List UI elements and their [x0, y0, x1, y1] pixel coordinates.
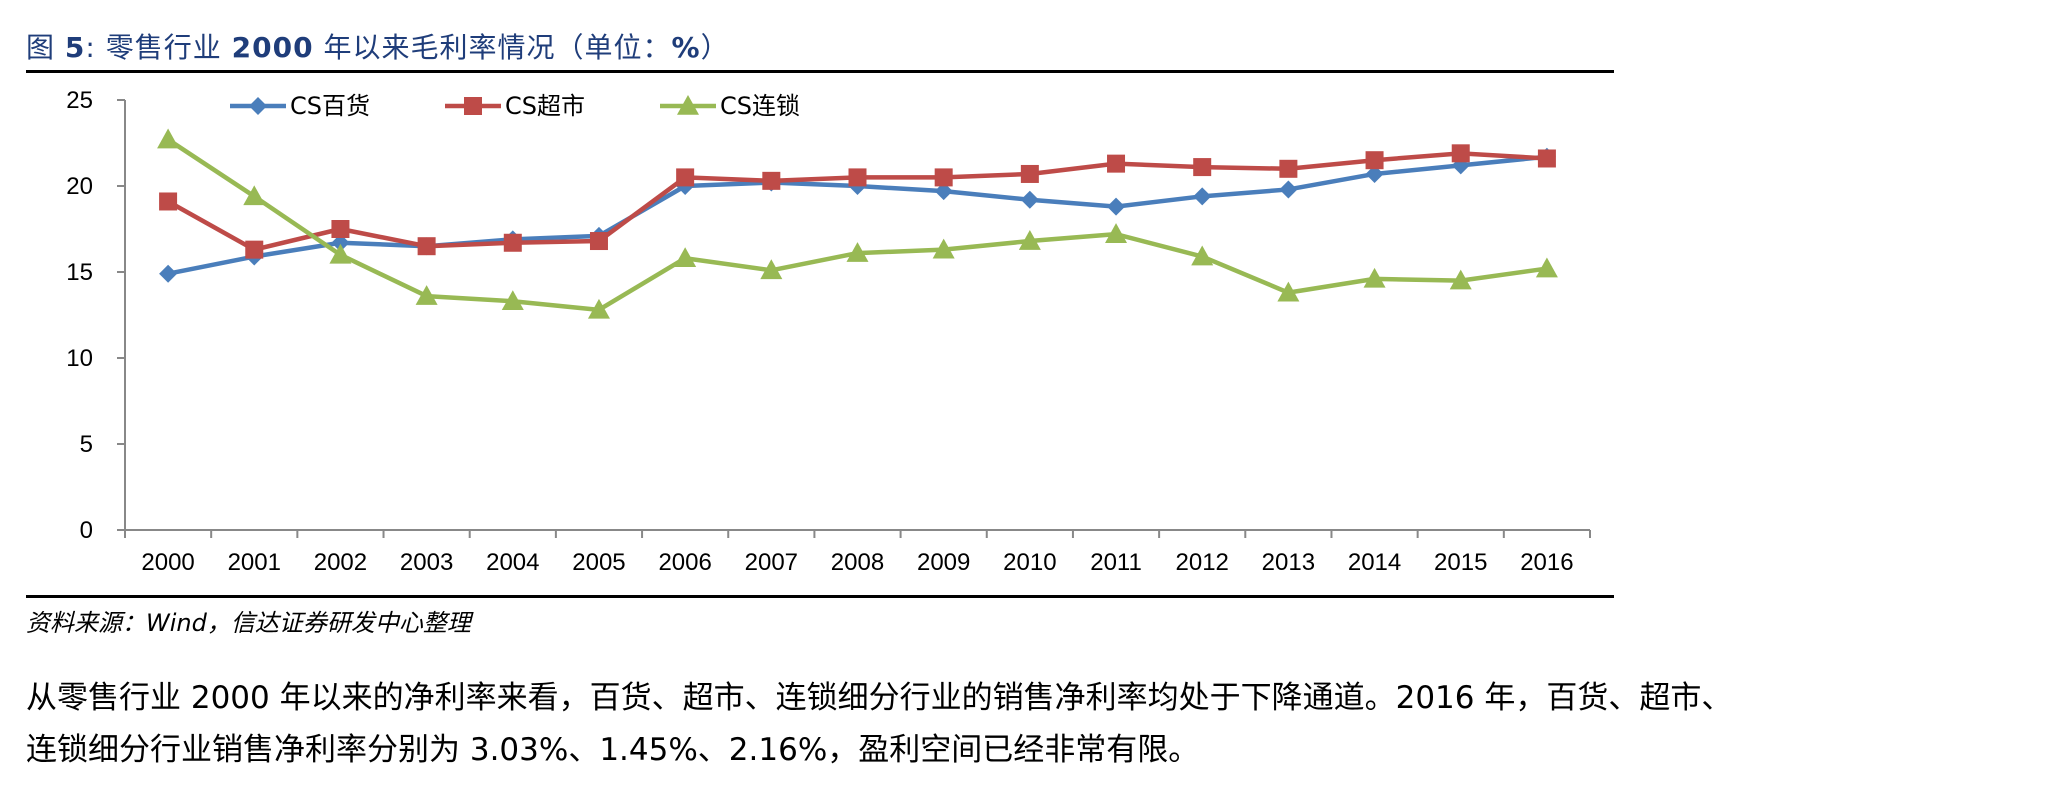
source-note: 资料来源：Wind，信达证券研发中心整理 [26, 609, 471, 637]
data-point [1020, 190, 1039, 209]
series-1 [159, 147, 1556, 283]
data-point [1193, 187, 1212, 206]
data-point [934, 182, 953, 201]
data-point [157, 128, 180, 149]
data-point [934, 168, 953, 187]
series-2 [159, 144, 1556, 259]
x-tick-label: 2013 [1262, 549, 1315, 576]
data-point [1279, 159, 1298, 178]
x-tick-label: 2015 [1434, 549, 1487, 576]
data-point [415, 285, 438, 305]
title-rule [26, 70, 1614, 73]
data-point [159, 264, 178, 283]
data-point [587, 298, 610, 319]
body-paragraph-line-1: 从零售行业 2000 年以来的净利率来看，百货、超市、连锁细分行业的销售净利率均… [26, 680, 1733, 716]
x-tick-label: 2012 [1176, 549, 1229, 576]
data-point [1191, 245, 1214, 266]
data-point [589, 232, 608, 251]
data-point [1020, 164, 1039, 183]
data-point [329, 243, 352, 264]
data-point [762, 171, 781, 190]
figure-title-suffix: ） [700, 31, 730, 64]
data-point [245, 240, 264, 259]
figure-title: 图 5: 零售行业 2000 年以来毛利率情况（单位：%） [26, 31, 730, 64]
legend-marker [249, 97, 267, 115]
data-point [676, 168, 695, 187]
x-tick-label: 2016 [1520, 549, 1573, 576]
series-line [166, 151, 1548, 252]
series-3 [157, 128, 1558, 319]
x-tick-label: 2008 [831, 549, 884, 576]
legend-label: CS连锁 [720, 92, 800, 120]
chart-legend: CS百货 CS超市 CS连锁 [230, 92, 800, 120]
data-point [331, 220, 350, 238]
body-paragraph-line-2: 连锁细分行业销售净利率分别为 3.03%、1.45%、2.16%，盈利空间已经非… [26, 732, 1200, 768]
y-tick-label: 0 [80, 517, 93, 544]
y-tick-label: 25 [66, 87, 93, 114]
legend-marker [464, 97, 482, 115]
data-point [932, 238, 955, 259]
data-point [674, 247, 697, 268]
figure-number: 5 [64, 31, 86, 64]
chart-tick-labels: 0 5 10 15 20 25 2000 2001 2002 2003 2004 2005 2006 20… [66, 87, 1573, 576]
figure-title-text-b: 年以来毛利率情况（单位： [323, 31, 672, 64]
data-point [503, 233, 522, 252]
figure-title-text-a: 零售行业 [105, 31, 222, 64]
legend-item-1: CS百货 [230, 92, 370, 120]
data-point [1193, 158, 1212, 177]
data-point [1277, 281, 1300, 302]
legend-item-3: CS连锁 [660, 92, 800, 120]
data-point [1107, 197, 1126, 216]
x-tick-label: 2001 [228, 549, 281, 576]
x-tick-label: 2007 [745, 549, 798, 576]
chart-series [157, 128, 1558, 319]
data-point [1365, 164, 1384, 183]
line-chart: 0 5 10 15 20 25 2000 2001 2002 2003 2004 2005 2006 20… [66, 87, 1591, 576]
x-tick-label: 2004 [486, 549, 539, 576]
data-point [331, 233, 350, 252]
x-tick-label: 2000 [141, 549, 194, 576]
y-tick-label: 15 [66, 259, 93, 286]
data-point [1363, 267, 1386, 288]
x-tick-label: 2003 [400, 549, 453, 576]
x-tick-label: 2005 [572, 549, 625, 576]
body-paragraph: 从零售行业 2000 年以来的净利率来看，百货、超市、连锁细分行业的销售净利率均… [26, 672, 2056, 776]
data-point [501, 290, 524, 311]
data-point [1365, 151, 1384, 170]
chart-axes [117, 99, 1591, 538]
data-point [417, 237, 436, 256]
source-rule [26, 595, 1614, 598]
legend-item-2: CS超市 [445, 92, 585, 120]
legend-marker [677, 95, 699, 115]
data-point [1105, 223, 1128, 243]
y-tick-label: 20 [66, 173, 93, 200]
data-point [1107, 154, 1126, 173]
data-point [1449, 269, 1472, 290]
data-point [848, 168, 867, 187]
data-point [1451, 144, 1470, 163]
x-tick-label: 2010 [1003, 549, 1056, 576]
x-tick-label: 2002 [314, 549, 367, 576]
data-point [846, 242, 869, 262]
data-point [159, 192, 178, 211]
x-tick-label: 2009 [917, 549, 970, 576]
data-point [1535, 257, 1558, 278]
x-tick-label: 2006 [658, 549, 711, 576]
data-point [1018, 230, 1041, 250]
figure-title-year: 2000 [231, 31, 314, 64]
x-tick-label: 2011 [1090, 549, 1142, 576]
legend-label: CS超市 [505, 92, 585, 120]
figure-title-unit: % [671, 31, 701, 64]
x-tick-label: 2014 [1348, 549, 1401, 576]
data-point [760, 259, 783, 280]
y-tick-label: 5 [80, 431, 93, 458]
data-point [1537, 149, 1556, 168]
data-point [243, 185, 266, 206]
legend-label: CS百货 [290, 92, 370, 120]
y-tick-label: 10 [66, 345, 93, 372]
data-point [1279, 180, 1298, 199]
figure-title-prefix: 图 [26, 31, 56, 64]
